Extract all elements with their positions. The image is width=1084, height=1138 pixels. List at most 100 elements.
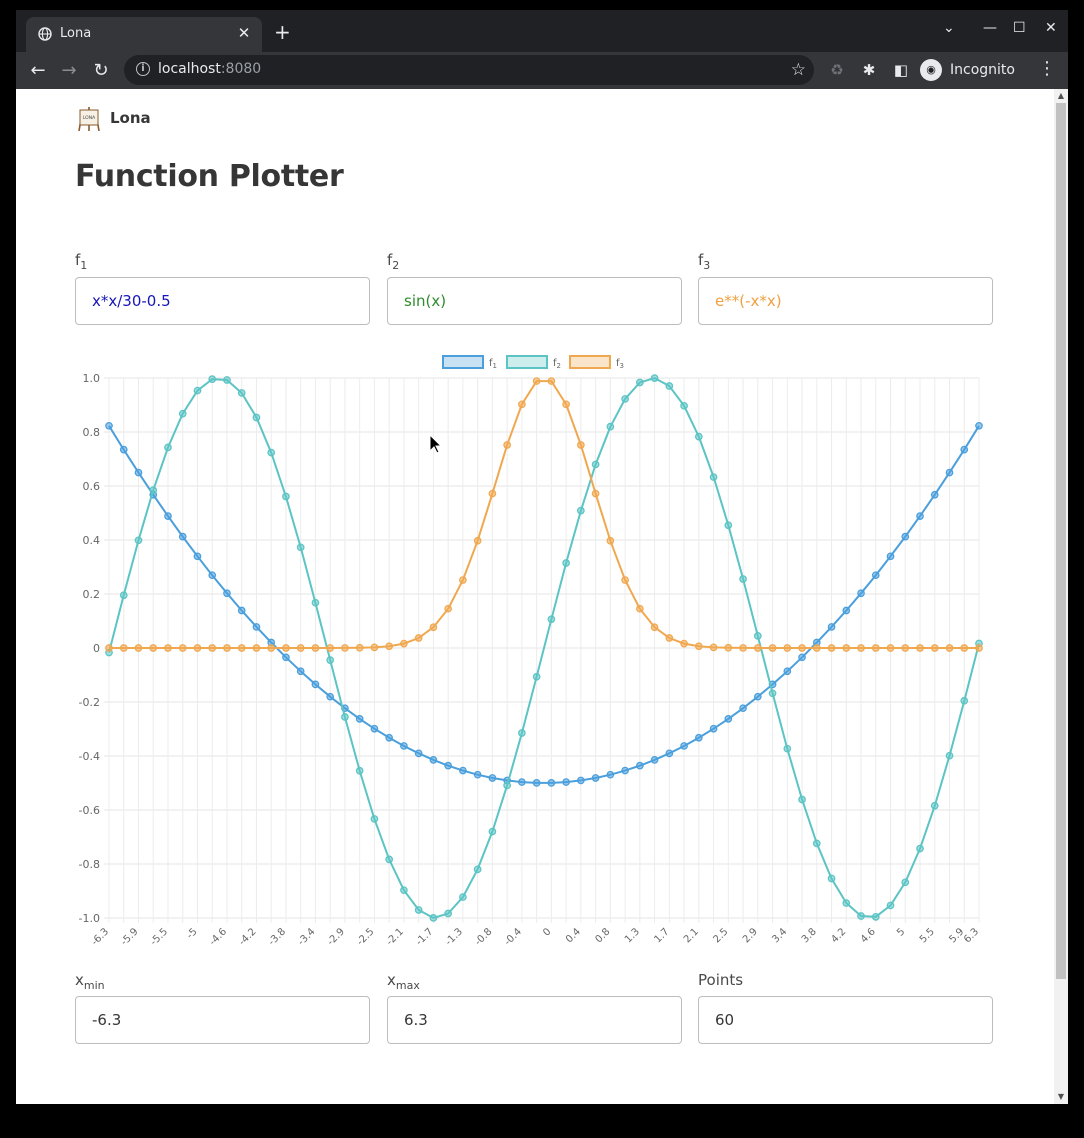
x-tick-label: 4.2 — [829, 926, 848, 945]
data-point-f3 — [768, 644, 777, 652]
data-point-f1 — [665, 749, 674, 758]
recycle-icon[interactable]: ♻ — [830, 61, 844, 79]
x-tick-label: 3.4 — [770, 926, 789, 945]
scroll-up-icon[interactable]: ▲ — [1057, 91, 1065, 100]
data-point-f3 — [267, 644, 276, 652]
data-point-f1 — [532, 779, 541, 787]
data-point-f2 — [208, 375, 217, 384]
browser-tab[interactable]: Lona ✕ — [26, 17, 262, 52]
forward-icon[interactable]: → — [61, 60, 77, 81]
f1-input[interactable]: x*x/30-0.5 — [75, 277, 370, 325]
data-point-f2 — [164, 443, 172, 452]
bookmark-star-icon[interactable]: ☆ — [790, 60, 806, 80]
data-point-f2 — [871, 912, 880, 921]
address-bar[interactable]: i localhost:8080 ☆ — [124, 55, 814, 85]
data-point-f1 — [930, 490, 939, 499]
data-point-f2 — [739, 575, 747, 583]
points-input[interactable]: 60 — [698, 996, 993, 1044]
site-info-icon[interactable]: i — [136, 62, 150, 76]
data-point-f2 — [400, 886, 408, 895]
brand-name: Lona — [110, 109, 151, 127]
data-point-f2 — [783, 744, 792, 753]
data-point-f3 — [164, 644, 172, 652]
data-point-f2 — [326, 656, 335, 664]
menu-icon[interactable]: ⋮ — [1038, 58, 1056, 79]
side-panel-icon[interactable]: ◧ — [893, 61, 909, 79]
data-point-f3 — [680, 639, 688, 648]
data-point-f3 — [503, 441, 511, 449]
page-scrollbar[interactable]: ▲ ▼ — [1054, 89, 1068, 1104]
data-point-f1 — [577, 776, 585, 785]
x-tick-label: 0.8 — [593, 926, 612, 945]
data-point-f2 — [547, 615, 556, 624]
y-tick-label: 0.4 — [83, 534, 101, 547]
new-tab-icon[interactable]: + — [274, 20, 291, 44]
reload-icon[interactable]: ↻ — [93, 60, 109, 81]
data-point-f1 — [739, 704, 747, 713]
data-point-f1 — [709, 724, 718, 733]
data-point-f3 — [798, 644, 806, 652]
brand[interactable]: LONA Lona — [78, 105, 151, 131]
xmax-input[interactable]: 6.3 — [387, 996, 682, 1044]
scroll-down-icon[interactable]: ▼ — [1057, 1092, 1065, 1101]
data-point-f2 — [134, 536, 143, 545]
data-point-f1 — [842, 606, 851, 615]
legend-swatch-f2 — [506, 355, 548, 369]
data-point-f1 — [975, 421, 983, 430]
legend-swatch-f1 — [442, 355, 484, 369]
extensions-icon[interactable]: ✱ — [862, 61, 876, 79]
x-tick-label: -0.4 — [502, 926, 524, 948]
data-point-f2 — [503, 781, 511, 790]
data-point-f1 — [488, 774, 497, 782]
data-point-f2 — [237, 389, 246, 397]
data-point-f1 — [621, 766, 629, 775]
data-point-f3 — [635, 604, 644, 613]
y-tick-label: -0.2 — [79, 696, 100, 709]
data-point-f2 — [414, 906, 423, 914]
y-tick-label: -1.0 — [79, 912, 100, 925]
close-window-icon[interactable]: ✕ — [1045, 20, 1057, 36]
x-tick-label: 5.5 — [918, 926, 937, 945]
incognito-badge[interactable]: ◉ Incognito — [920, 57, 1015, 83]
series-line-f2 — [108, 377, 980, 919]
back-icon[interactable]: ← — [30, 60, 46, 81]
data-point-f2 — [311, 598, 320, 607]
data-point-f3 — [385, 642, 394, 651]
f3-label: f3 — [698, 251, 710, 272]
data-point-f3 — [783, 644, 792, 652]
data-point-f2 — [444, 909, 453, 918]
browser-window: Lona ✕ + ⌄ — ☐ ✕ ← → ↻ i localhost:8080 … — [16, 10, 1068, 1104]
data-point-f3 — [341, 644, 349, 652]
data-point-f2 — [267, 448, 276, 457]
f3-label-main: f — [698, 251, 704, 269]
data-point-f2 — [709, 473, 718, 481]
minimize-icon[interactable]: — — [983, 20, 997, 36]
data-point-f2 — [370, 815, 379, 823]
data-point-f1 — [901, 532, 910, 541]
data-point-f3 — [886, 644, 895, 652]
data-point-f3 — [739, 644, 747, 652]
tab-close-icon[interactable]: ✕ — [237, 24, 251, 42]
tab-search-icon[interactable]: ⌄ — [943, 20, 955, 36]
x-tick-label: -0.8 — [473, 926, 495, 948]
mouse-cursor-icon — [429, 433, 443, 454]
data-point-f3 — [208, 644, 217, 652]
f2-input[interactable]: sin(x) — [387, 277, 682, 325]
tab-bar: Lona ✕ + ⌄ — ☐ ✕ — [16, 10, 1068, 52]
legend-label-f1: f1 — [489, 358, 497, 370]
f3-input[interactable]: e**(-x*x) — [698, 277, 993, 325]
data-point-f3 — [149, 644, 158, 652]
xmin-input[interactable]: -6.3 — [75, 996, 370, 1044]
data-point-f1 — [753, 692, 762, 701]
data-point-f1 — [164, 512, 172, 520]
maximize-icon[interactable]: ☐ — [1013, 20, 1026, 36]
data-point-f3 — [400, 639, 408, 648]
f1-label-sub: 1 — [80, 259, 88, 272]
data-point-f3 — [577, 441, 585, 449]
data-point-f2 — [577, 506, 585, 515]
data-point-f3 — [547, 377, 556, 385]
data-point-f3 — [842, 644, 851, 652]
scroll-thumb[interactable] — [1056, 103, 1066, 979]
xmax-label: xmax — [387, 971, 420, 992]
data-point-f1 — [208, 571, 217, 580]
